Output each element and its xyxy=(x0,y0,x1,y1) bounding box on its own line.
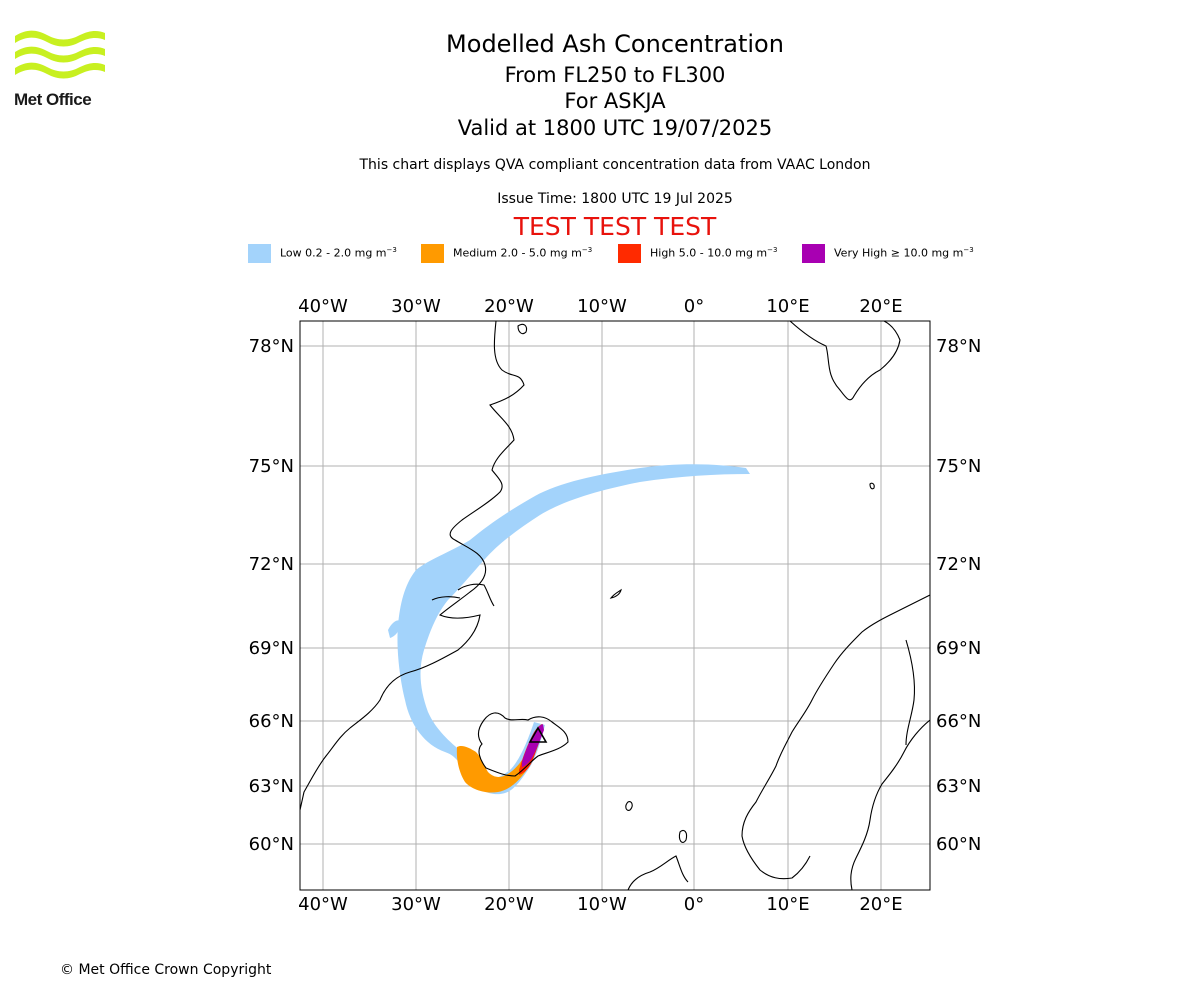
lat-label-left: 63°N xyxy=(249,776,294,797)
coastline-jan-mayen xyxy=(609,588,622,599)
lon-label-bottom: 40°W xyxy=(298,894,348,915)
coastline-greenland xyxy=(300,321,525,811)
legend-unit-exp: −3 xyxy=(386,246,397,254)
legend-swatch-low xyxy=(248,244,271,263)
lon-label-bottom: 20°E xyxy=(859,894,902,915)
copyright-notice: © Met Office Crown Copyright xyxy=(60,962,272,978)
test-banner: TEST TEST TEST xyxy=(513,212,717,241)
map-gridlines xyxy=(300,321,930,890)
coastline-greenland-fjord xyxy=(431,583,495,607)
coastline-scandinavia-east xyxy=(850,719,930,890)
legend-label-medium: Medium 2.0 - 5.0 mg m xyxy=(453,246,582,260)
coastline-scotland xyxy=(627,855,689,890)
lat-label-right: 69°N xyxy=(936,638,981,659)
legend-swatch-high xyxy=(618,244,641,263)
volcano-name: For ASKJA xyxy=(564,89,666,113)
flight-level-range: From FL250 to FL300 xyxy=(504,63,726,87)
ash-area-low-fringe xyxy=(388,620,402,638)
valid-time: Valid at 1800 UTC 19/07/2025 xyxy=(457,116,773,140)
legend-label-low: Low 0.2 - 2.0 mg m xyxy=(280,246,387,260)
volcano-triangle-icon xyxy=(528,726,548,743)
coastlines xyxy=(300,321,930,890)
lat-label-right: 75°N xyxy=(936,456,981,477)
coastline-finland xyxy=(905,639,916,746)
lat-label-right: 66°N xyxy=(936,711,981,732)
coastline-bear-island xyxy=(869,482,875,490)
lon-label-top: 30°W xyxy=(391,296,441,317)
legend-label-very-high: Very High ≥ 10.0 mg m xyxy=(834,246,964,260)
lon-label-bottom: 10°E xyxy=(766,894,809,915)
lon-label-top: 10°E xyxy=(766,296,809,317)
coastline-norway xyxy=(741,594,930,880)
ash-area-low xyxy=(397,464,750,795)
lat-label-left: 72°N xyxy=(249,554,294,575)
lon-label-top: 10°W xyxy=(577,296,627,317)
legend-unit-exp: −3 xyxy=(963,246,974,254)
lat-label-right: 60°N xyxy=(936,834,981,855)
lat-label-left: 66°N xyxy=(249,711,294,732)
map-frame xyxy=(299,320,931,891)
lon-label-bottom: 30°W xyxy=(391,894,441,915)
lon-label-top: 0° xyxy=(684,296,704,317)
legend-unit-exp: −3 xyxy=(767,246,778,254)
lon-label-bottom: 0° xyxy=(684,894,704,915)
lat-label-left: 69°N xyxy=(249,638,294,659)
lat-label-left: 78°N xyxy=(249,336,294,357)
lon-label-top: 20°E xyxy=(859,296,902,317)
met-office-wave-logo xyxy=(15,30,105,79)
legend-label-high: High 5.0 - 10.0 mg m xyxy=(650,246,768,260)
legend-swatch-medium xyxy=(421,244,444,263)
ash-area-very-high xyxy=(522,724,544,767)
legend-unit-exp: −3 xyxy=(581,246,593,254)
chart-description: This chart displays QVA compliant concen… xyxy=(359,157,871,173)
coastline-greenland-island xyxy=(517,323,528,335)
lon-label-top: 40°W xyxy=(298,296,348,317)
issue-time: Issue Time: 1800 UTC 19 Jul 2025 xyxy=(497,191,733,207)
lon-label-bottom: 20°W xyxy=(484,894,534,915)
coastline-shetland xyxy=(678,829,688,843)
lat-label-left: 75°N xyxy=(249,456,294,477)
coastline-svalbard xyxy=(789,321,901,401)
logo-text: Met Office xyxy=(14,90,92,109)
lat-label-left: 60°N xyxy=(249,834,294,855)
lon-label-bottom: 10°W xyxy=(577,894,627,915)
ash-area-medium xyxy=(456,745,528,793)
lat-label-right: 78°N xyxy=(936,336,981,357)
coastline-faroes xyxy=(625,801,633,811)
coastline-iceland xyxy=(477,712,569,777)
met-office-logo: Met Office xyxy=(14,30,109,112)
lat-label-right: 72°N xyxy=(936,554,981,575)
legend-swatch-very-high xyxy=(802,244,825,263)
chart-title: Modelled Ash Concentration xyxy=(446,30,784,58)
lat-label-right: 63°N xyxy=(936,776,981,797)
lon-label-top: 20°W xyxy=(484,296,534,317)
